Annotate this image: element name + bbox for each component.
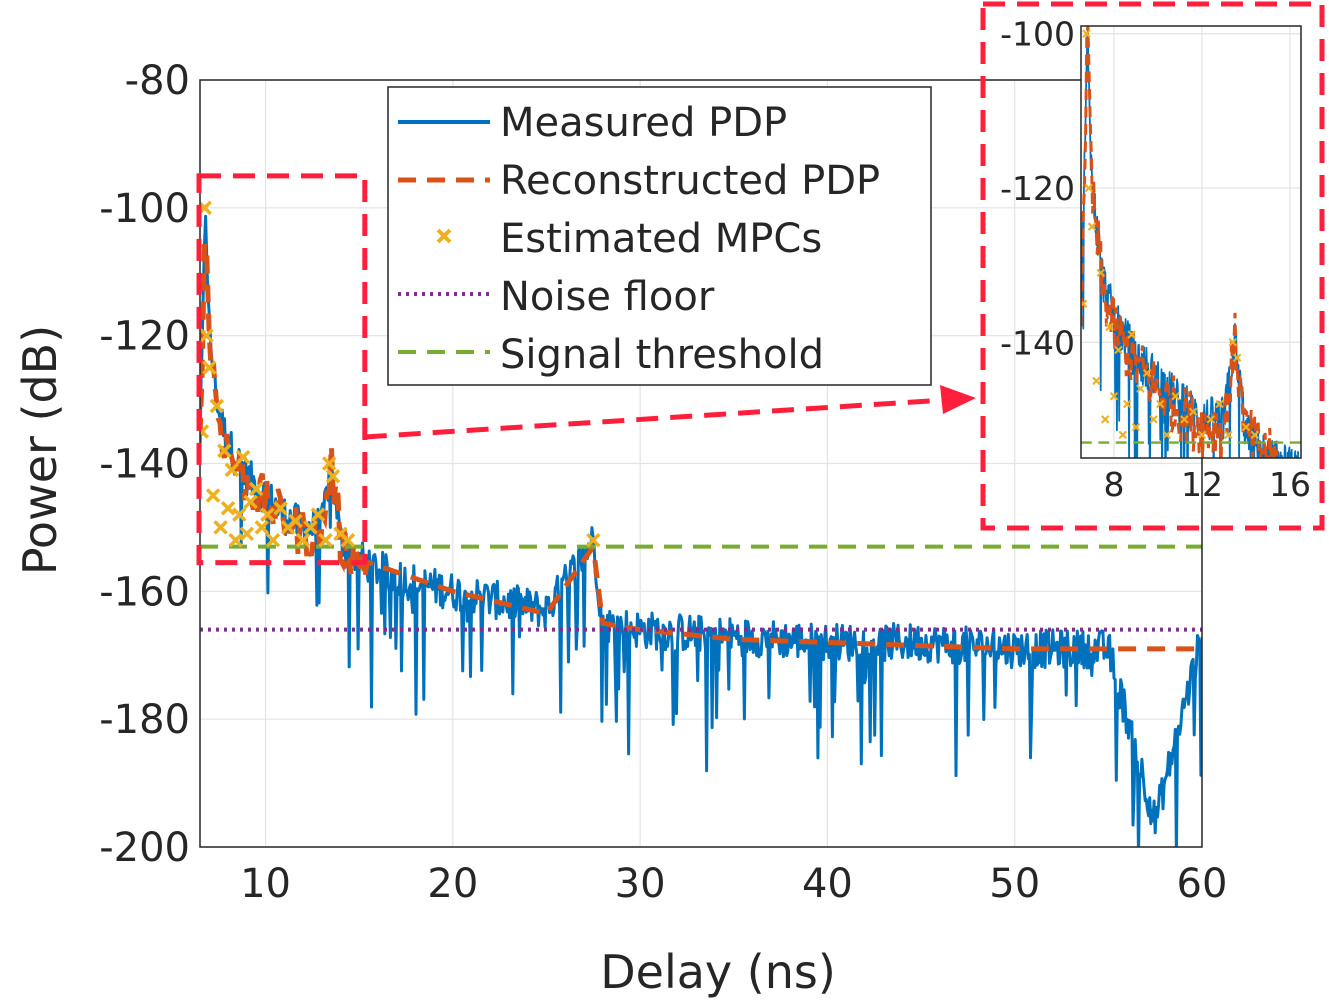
mpc-marker xyxy=(209,398,225,414)
legend-label-threshold: Signal threshold xyxy=(500,332,824,378)
mpc-marker xyxy=(1162,430,1172,440)
mpc-marker xyxy=(254,520,270,535)
mpc-marker xyxy=(239,526,255,542)
zoom-indicator xyxy=(196,173,976,566)
mpc-marker xyxy=(1087,222,1097,231)
y-tick-label: -120 xyxy=(1000,169,1075,208)
mpc-marker xyxy=(265,532,281,548)
y-tick-label: -100 xyxy=(1000,15,1075,54)
mpc-marker xyxy=(1082,29,1091,38)
mpc-marker xyxy=(1188,407,1198,416)
main-series xyxy=(200,200,1202,847)
mpc-marker xyxy=(1114,345,1123,355)
x-tick-label: 20 xyxy=(427,861,478,907)
mpc-marker xyxy=(1100,415,1110,424)
mpc-marker xyxy=(586,532,601,548)
mpc-marker xyxy=(325,469,341,484)
y-tick-label: -180 xyxy=(99,697,190,743)
mpc-marker xyxy=(1155,399,1165,409)
mpc-marker xyxy=(1180,415,1189,424)
inset-series xyxy=(1081,26,1301,458)
mpc-marker xyxy=(1105,322,1114,332)
mpc-marker xyxy=(310,507,326,522)
mpc-marker xyxy=(1142,368,1152,378)
x-tick-label: 40 xyxy=(802,861,853,907)
mpc-marker xyxy=(248,481,264,497)
mpc-marker xyxy=(288,513,303,529)
main-tick-labels: 10 20 30 40 50 60 -80 -100 -120 -140 -160 -180 -200 xyxy=(99,58,1227,907)
mpc-marker xyxy=(200,424,210,439)
mpc-marker xyxy=(235,449,251,465)
mpc-marker xyxy=(1084,183,1093,193)
legend-label-reconstructed: Reconstructed PDP xyxy=(500,158,880,204)
y-tick-label: -160 xyxy=(99,569,190,615)
mpc-marker xyxy=(224,462,240,478)
mpc-marker xyxy=(303,520,318,535)
y-tick-label: -140 xyxy=(99,442,190,488)
mpc-marker xyxy=(318,532,333,548)
mpc-marker xyxy=(243,494,258,510)
mpc-marker xyxy=(1224,430,1233,440)
inset-plot: 8 12 16 -100 -120 -140 xyxy=(980,1,1325,531)
mpc-marker xyxy=(1109,392,1119,401)
mpc-marker xyxy=(1118,430,1128,440)
mpc-marker xyxy=(1206,415,1216,424)
inset-red-frame xyxy=(980,1,1325,531)
zoom-arrow-shaft xyxy=(364,397,946,440)
x-tick-label: 60 xyxy=(1177,861,1228,907)
inset-plot-frame xyxy=(1080,25,1302,459)
legend-swatch-mpc-marker xyxy=(436,228,452,244)
y-tick-label: -100 xyxy=(99,186,190,232)
legend-box xyxy=(387,86,932,386)
mpc-marker xyxy=(273,501,288,516)
mpc-marker xyxy=(1250,430,1260,440)
mpc-marker xyxy=(1096,268,1106,278)
y-tick-label: -140 xyxy=(1000,323,1075,362)
mpc-marker xyxy=(260,507,275,522)
legend-label-mpcs: Estimated MPCs xyxy=(500,216,822,262)
x-tick-label: 10 xyxy=(240,861,291,907)
mpc-marker xyxy=(1228,338,1238,347)
zoom-region-box xyxy=(196,173,368,566)
x-tick-label: 50 xyxy=(989,861,1040,907)
mpc-marker xyxy=(1081,299,1088,308)
x-axis-label: Delay (ns) xyxy=(600,945,836,999)
mpc-marker xyxy=(205,488,221,503)
mpc-marker xyxy=(1232,353,1242,362)
mpc-marker xyxy=(232,507,247,522)
mpc-marker xyxy=(1136,384,1145,393)
mpc-marker xyxy=(1215,399,1224,409)
y-axis-label: Power (dB) xyxy=(13,325,67,575)
mpc-marker xyxy=(1122,399,1132,409)
mpc-marker xyxy=(200,328,214,343)
y-tick-label: -80 xyxy=(125,58,190,104)
mpc-marker xyxy=(321,456,337,471)
mpc-marker xyxy=(1149,415,1158,424)
mpc-marker xyxy=(213,520,228,535)
x-tick-label: 16 xyxy=(1269,465,1311,504)
mpc-marker xyxy=(202,360,217,375)
y-tick-label: -200 xyxy=(99,825,190,871)
mpc-marker xyxy=(1127,330,1136,339)
mpc-marker xyxy=(1171,392,1180,401)
mpc-marker xyxy=(217,443,232,458)
zoom-arrow-head xyxy=(940,385,976,414)
legend-label-measured: Measured PDP xyxy=(500,100,787,146)
y-tick-label: -120 xyxy=(99,314,190,360)
x-tick-label: 30 xyxy=(615,861,666,907)
x-tick-label: 12 xyxy=(1181,465,1223,504)
mpc-marker xyxy=(1197,430,1207,440)
legend-label-noise: Noise floor xyxy=(500,274,715,320)
mpc-marker xyxy=(228,532,243,548)
mpc-marker xyxy=(340,532,356,548)
x-tick-label: 8 xyxy=(1104,465,1125,504)
mpc-marker xyxy=(295,532,311,548)
mpc-marker xyxy=(1092,376,1101,386)
inset-tick-labels: 8 12 16 -100 -120 -140 xyxy=(1000,15,1311,504)
mpc-marker xyxy=(220,501,236,516)
legend: Measured PDP Reconstructed PDP Estimated… xyxy=(387,86,932,386)
mpc-marker xyxy=(1241,422,1251,432)
mpc-marker xyxy=(1131,422,1141,432)
